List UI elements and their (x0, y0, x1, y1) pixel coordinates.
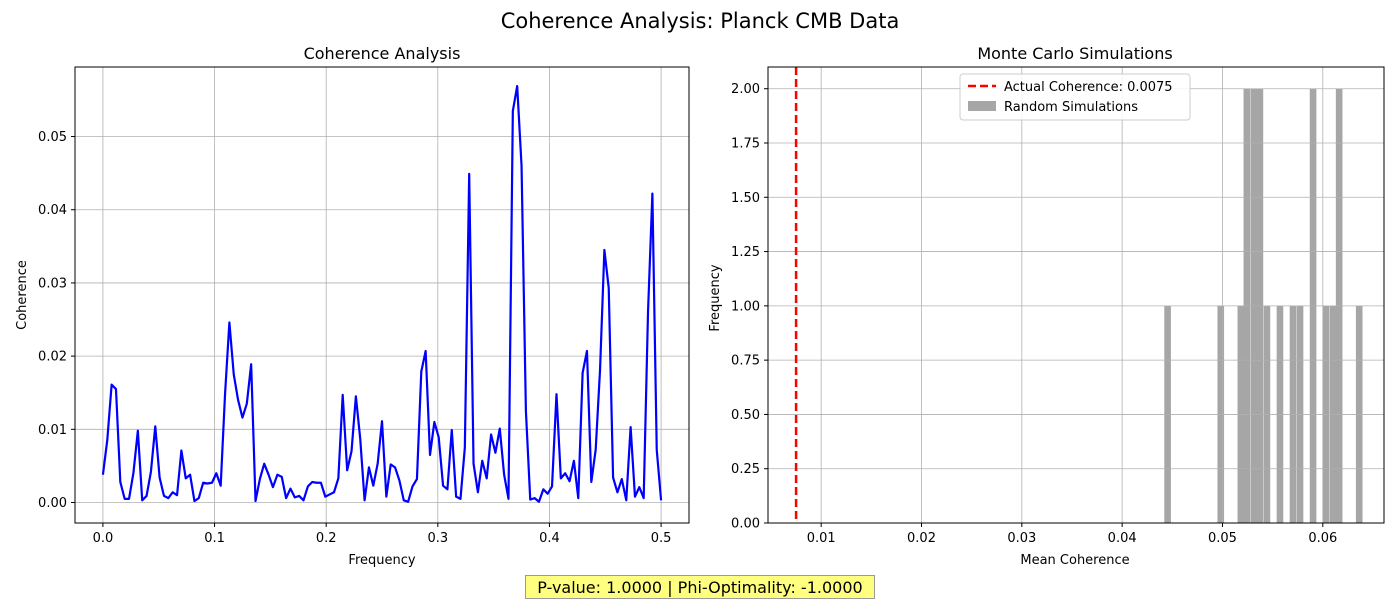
coherence-series-line (101, 84, 663, 503)
legend-box (959, 73, 1191, 121)
coherence-x-tick-label: 0.3 (427, 531, 448, 546)
montecarlo-grid (768, 67, 1384, 524)
coherence-x-tick-label: 0.2 (316, 531, 337, 546)
coherence-x-tick-label: 0.1 (204, 531, 225, 546)
montecarlo-x-ticks: 0.01 0.02 0.03 0.04 0.05 0.06 (807, 523, 1337, 546)
pvalue-annotation-box: P-value: 1.0000 | Phi-Optimality: -1.000… (525, 575, 875, 599)
montecarlo-x-tick-label: 0.02 (907, 531, 936, 546)
montecarlo-y-ticks: 0.00 0.25 0.50 0.75 1.00 1.25 1.50 1.75 2.00 (731, 82, 768, 532)
montecarlo-y-tick-label: 0.50 (731, 408, 760, 423)
montecarlo-x-tick-label: 0.03 (1007, 531, 1036, 546)
montecarlo-y-tick-label: 0.75 (731, 354, 760, 369)
coherence-y-tick-label: 0.01 (38, 423, 67, 438)
montecarlo-legend: Actual Coherence: 0.0075 Random Simulati… (959, 73, 1191, 121)
figure-suptitle: Coherence Analysis: Planck CMB Data (501, 9, 900, 33)
montecarlo-x-axis-label: Mean Coherence (1020, 553, 1129, 568)
montecarlo-x-tick-label: 0.05 (1208, 531, 1237, 546)
montecarlo-y-tick-label: 0.00 (731, 517, 760, 532)
coherence-y-axis-label: Coherence (15, 260, 30, 330)
montecarlo-y-tick-label: 0.25 (731, 462, 760, 477)
coherence-grid (75, 67, 689, 523)
montecarlo-y-tick-label: 1.00 (731, 299, 760, 314)
coherence-y-tick-label: 0.04 (38, 203, 67, 218)
montecarlo-y-axis-label: Frequency (708, 264, 723, 331)
coherence-y-tick-label: 0.03 (38, 276, 67, 291)
montecarlo-x-tick-label: 0.04 (1108, 531, 1137, 546)
montecarlo-panel-title: Monte Carlo Simulations (977, 44, 1172, 63)
montecarlo-axes-frame (767, 66, 1385, 524)
montecarlo-x-tick-label: 0.01 (807, 531, 836, 546)
coherence-axes-frame (74, 66, 690, 524)
coherence-y-tick-label: 0.00 (38, 496, 67, 511)
coherence-panel: Coherence Analysis 0.0 0.1 0.2 0.3 0.4 0.5 0.… (15, 44, 690, 568)
montecarlo-y-tick-label: 1.25 (731, 245, 760, 260)
coherence-y-ticks: 0.00 0.01 0.02 0.03 0.04 0.05 (38, 130, 75, 511)
montecarlo-panel: Monte Carlo Simulations 0.01 0.02 0.03 0.04… (708, 44, 1385, 568)
coherence-x-tick-label: 0.0 (93, 531, 114, 546)
coherence-y-tick-label: 0.02 (38, 350, 67, 365)
coherence-x-ticks: 0.0 0.1 0.2 0.3 0.4 0.5 (93, 523, 672, 546)
coherence-y-tick-label: 0.05 (38, 130, 67, 145)
montecarlo-x-tick-label: 0.06 (1308, 531, 1337, 546)
legend-label-actual-coherence: Actual Coherence: 0.0075 (1004, 80, 1173, 95)
montecarlo-y-tick-label: 1.50 (731, 191, 760, 206)
coherence-x-tick-label: 0.5 (651, 531, 672, 546)
montecarlo-y-tick-label: 2.00 (731, 82, 760, 97)
montecarlo-y-tick-label: 1.75 (731, 137, 760, 152)
coherence-panel-title: Coherence Analysis (304, 44, 461, 63)
legend-swatch-random-simulations (968, 101, 996, 111)
legend-label-random-simulations: Random Simulations (1004, 100, 1138, 115)
coherence-x-tick-label: 0.4 (539, 531, 560, 546)
coherence-x-axis-label: Frequency (348, 553, 415, 568)
